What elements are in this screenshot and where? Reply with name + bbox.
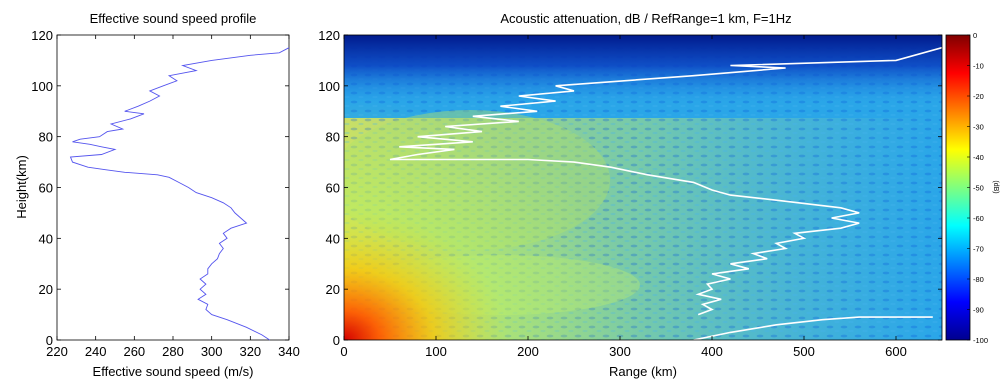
colorbar-label: (dB) (992, 180, 999, 193)
x-tick-label: 240 (85, 344, 107, 359)
x-tick-label: 100 (425, 344, 447, 359)
colorbar-tick-label: -100 (973, 336, 988, 345)
x-tick-label: 260 (123, 344, 145, 359)
colorbar (945, 34, 971, 341)
sound-speed-ylabel: Height(km) (14, 155, 29, 219)
y-tick-label: 20 (39, 282, 53, 297)
attenuation-x-axis: 0 100 200 300 400 500 600 (340, 35, 907, 359)
x-tick-label: 300 (201, 344, 223, 359)
ray-path-line (693, 316, 933, 340)
x-tick-label: 320 (239, 344, 261, 359)
attenuation-y-axis: 0 20 40 60 80 100 120 (318, 28, 942, 348)
colorbar-tick-label: -30 (973, 123, 984, 132)
x-tick-label: 220 (46, 344, 68, 359)
colorbar-tick-label: -50 (973, 184, 984, 193)
x-tick-label: 400 (701, 344, 723, 359)
sound-speed-x-axis: 220 240 260 280 300 320 340 (46, 35, 300, 359)
x-tick-label: 200 (517, 344, 539, 359)
sound-speed-plot-frame (56, 34, 290, 341)
colorbar-tick-label: -40 (973, 153, 984, 162)
attenuation-heatmap (344, 35, 942, 340)
y-tick-label: 40 (39, 231, 53, 246)
colorbar-tick-label: -20 (973, 92, 984, 101)
y-tick-label: 0 (46, 333, 53, 348)
y-tick-label: 20 (326, 282, 340, 297)
sound-speed-title: Effective sound speed profile (90, 11, 257, 26)
heatmap-sky-fade (344, 35, 942, 340)
y-tick-label: 100 (318, 79, 340, 94)
y-tick-label: 80 (39, 130, 53, 145)
y-tick-label: 0 (333, 333, 340, 348)
sound-speed-xlabel: Effective sound speed (m/s) (93, 364, 254, 379)
x-tick-label: 300 (609, 344, 631, 359)
ray-path-structure-line (389, 46, 942, 316)
x-tick-label: 340 (278, 344, 300, 359)
attenuation-panel: Acoustic attenuation, dB / RefRange=1 km… (318, 11, 999, 379)
sound-speed-y-axis: 0 20 40 60 80 100 120 (31, 28, 289, 348)
sound-speed-profile-line (69, 47, 290, 341)
sound-speed-panel: Effective sound speed profile 0 20 40 60 80 1… (14, 11, 300, 379)
x-tick-label: 0 (340, 344, 347, 359)
colorbar-tick-label: -90 (973, 306, 984, 315)
y-tick-label: 40 (326, 231, 340, 246)
y-tick-label: 120 (318, 28, 340, 43)
attenuation-xlabel: Range (km) (609, 364, 677, 379)
y-tick-label: 100 (31, 79, 53, 94)
attenuation-title: Acoustic attenuation, dB / RefRange=1 km… (500, 11, 791, 26)
colorbar-tick-label: 0 (973, 31, 977, 40)
x-tick-label: 280 (162, 344, 184, 359)
colorbar-ticks: 0 -10 -20 -30 -40 -50 -60 -70 -80 -90 -100 (967, 31, 988, 345)
y-tick-label: 60 (326, 181, 340, 196)
x-tick-label: 600 (885, 344, 907, 359)
colorbar-tick-label: -80 (973, 275, 984, 284)
y-tick-label: 120 (31, 28, 53, 43)
y-tick-label: 80 (326, 130, 340, 145)
x-tick-label: 500 (793, 344, 815, 359)
colorbar-tick-label: -60 (973, 214, 984, 223)
colorbar-tick-label: -70 (973, 245, 984, 254)
y-tick-label: 60 (39, 181, 53, 196)
colorbar-tick-label: -10 (973, 62, 984, 71)
